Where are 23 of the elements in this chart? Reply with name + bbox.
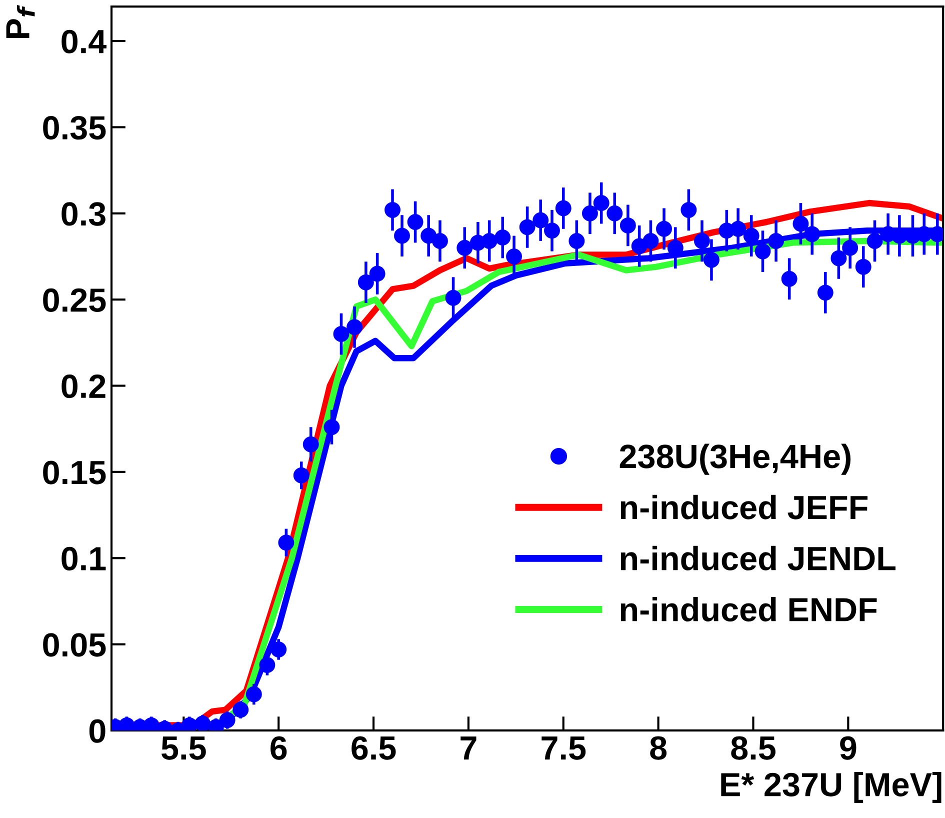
x-axis-title: E* 237U [MeV] xyxy=(721,772,942,804)
legend-label: n-induced JENDL xyxy=(620,546,896,570)
y-tick-label: 0.25 xyxy=(43,288,106,312)
x-tick-label: 5.5 xyxy=(162,736,206,760)
x-tick-label: 7.5 xyxy=(542,736,586,760)
y-tick-label: 0.05 xyxy=(43,633,106,657)
y-tick-label: 0.4 xyxy=(62,30,106,54)
legend-label: n-induced ENDF xyxy=(620,597,877,622)
x-tick-label: 9 xyxy=(840,736,856,760)
y-tick-label: 0 xyxy=(89,719,106,743)
y-tick-label: 0.35 xyxy=(43,116,106,140)
legend-label: n-induced JEFF xyxy=(620,494,868,520)
legend-label: 238U(3He,4He) xyxy=(620,444,850,475)
y-tick-label: 0.3 xyxy=(62,202,106,226)
x-tick-label: 8 xyxy=(650,736,667,760)
y-axis-title: P$_{f}$ xyxy=(6,5,35,38)
y-tick-label: 0.1 xyxy=(62,546,106,571)
x-tick-label: 6 xyxy=(270,736,287,760)
y-tick-label: 0.15 xyxy=(43,460,106,484)
x-tick-label: 8.5 xyxy=(731,736,776,760)
x-tick-label: 7 xyxy=(460,736,476,760)
x-tick-label: 6.5 xyxy=(352,736,396,760)
y-tick-label: 0.2 xyxy=(62,374,106,398)
